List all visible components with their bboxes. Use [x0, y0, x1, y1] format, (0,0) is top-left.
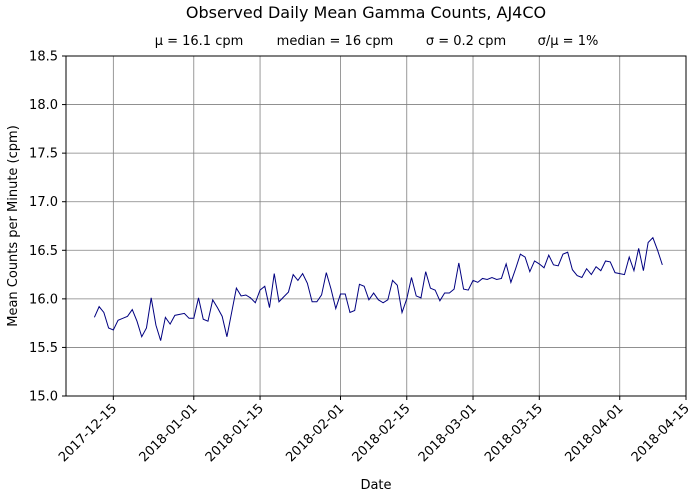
stat-cv: σ/μ = 1%	[538, 34, 599, 49]
y-tick-label: 16.0	[29, 292, 58, 307]
y-axis: 15.0 15.5 16.0 16.5 17.0 17.5 18.0 18.5	[29, 50, 66, 405]
stat-median: median = 16 cpm	[277, 34, 394, 49]
y-tick-label: 17.0	[29, 195, 58, 210]
x-tick-label: 2018-04-01	[563, 401, 627, 465]
y-tick-label: 16.5	[29, 244, 58, 259]
x-tick-label: 2018-02-01	[283, 401, 347, 465]
y-tick-label: 18.0	[29, 98, 58, 113]
y-tick-label: 18.5	[29, 50, 58, 65]
grid	[66, 55, 687, 397]
x-tick-label: 2018-01-15	[203, 401, 267, 465]
y-axis-label: Mean Counts per Minute (cpm)	[6, 125, 21, 327]
x-tick-label: 2018-03-01	[416, 401, 480, 465]
chart-title: Observed Daily Mean Gamma Counts, AJ4CO	[186, 3, 546, 22]
series-line	[93, 236, 663, 341]
y-tick-label: 17.5	[29, 147, 58, 162]
series-layer	[93, 236, 663, 341]
x-tick-label: 2018-01-01	[137, 401, 201, 465]
x-tick-label: 2018-04-15	[629, 401, 692, 465]
x-tick-label: 2017-12-15	[56, 401, 120, 465]
x-tick-label: 2018-02-15	[350, 401, 414, 465]
stat-sigma: σ = 0.2 cpm	[426, 34, 506, 49]
x-axis: 2017-12-15 2018-01-01 2018-01-15 2018-02-01…	[56, 396, 692, 465]
stat-mean: μ = 16.1 cpm	[155, 34, 244, 49]
x-axis-label: Date	[360, 478, 391, 493]
y-tick-label: 15.5	[29, 341, 58, 356]
x-tick-label: 2018-03-15	[482, 401, 546, 465]
y-tick-label: 15.0	[29, 390, 58, 405]
plot-frame	[65, 55, 687, 397]
